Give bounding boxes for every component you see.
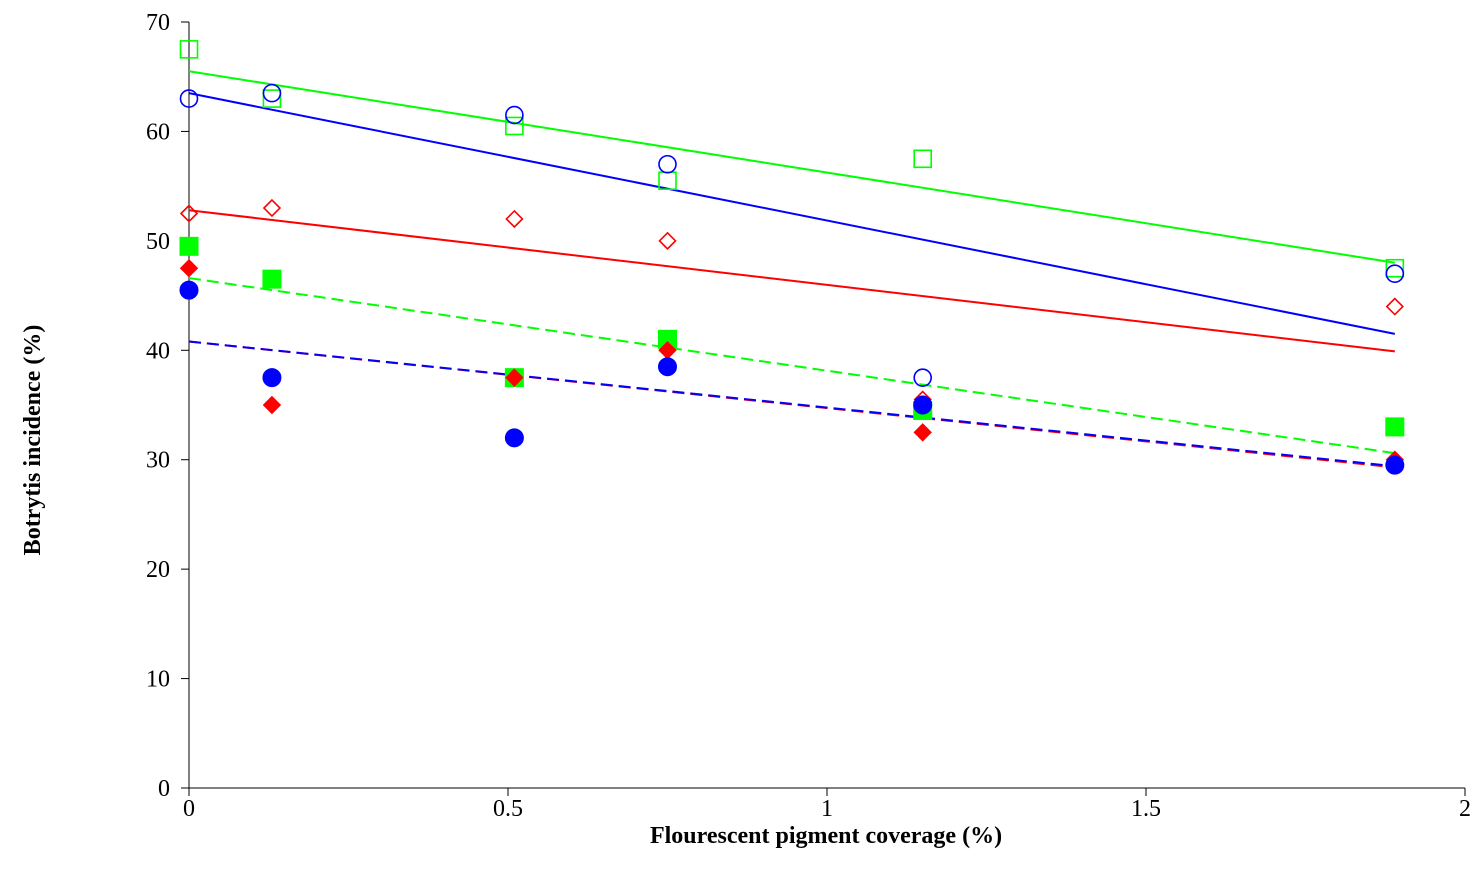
x-tick-label: 0.5 xyxy=(493,796,523,822)
x-tick-label: 2 xyxy=(1459,796,1471,822)
y-tick-label: 60 xyxy=(146,119,170,145)
point-open-square xyxy=(262,89,282,108)
y-axis-ticks: 0 10 20 30 40 50 60 70 xyxy=(146,10,189,802)
point-open-diamond xyxy=(262,198,282,218)
axes: 0 10 20 30 40 50 60 70 0 0.5 1 1.5 2 xyxy=(146,10,1471,822)
point-filled-diamond xyxy=(505,368,524,387)
point-open-circle xyxy=(913,368,933,387)
point-filled-circle xyxy=(504,428,524,448)
point-open-square xyxy=(179,40,199,59)
point-open-circle xyxy=(1385,264,1405,283)
point-open-circle xyxy=(262,83,282,103)
point-filled-circle xyxy=(658,357,677,377)
point-open-square xyxy=(505,116,524,136)
x-tick-label: 1.5 xyxy=(1131,796,1161,822)
point-open-circle xyxy=(658,154,677,174)
point-open-square xyxy=(1385,258,1405,278)
y-axis-title: Botrytis incidence (%) xyxy=(20,325,46,556)
point-open-diamond xyxy=(1385,297,1404,316)
x-tick-label: 1 xyxy=(821,796,833,822)
y-tick-label: 30 xyxy=(146,448,170,474)
trendlines xyxy=(188,70,1396,469)
point-filled-square xyxy=(262,269,282,289)
point-open-circle xyxy=(179,89,199,108)
y-tick-label: 50 xyxy=(146,229,170,255)
point-open-diamond xyxy=(658,231,677,250)
data-points xyxy=(179,40,1405,475)
trendline-filled-square xyxy=(188,277,1395,455)
point-open-diamond xyxy=(505,209,524,229)
x-tick-label: 0 xyxy=(183,796,195,822)
point-filled-diamond xyxy=(913,423,932,442)
x-axis-ticks: 0 0.5 1 1.5 2 xyxy=(183,788,1471,822)
y-tick-label: 0 xyxy=(158,776,170,802)
trendline-filled-circle xyxy=(188,340,1395,468)
point-filled-diamond xyxy=(262,395,282,415)
trendline-open-square xyxy=(188,70,1395,264)
y-tick-label: 70 xyxy=(146,10,170,36)
point-filled-circle xyxy=(262,368,282,388)
trendline-open-circle xyxy=(188,92,1396,335)
x-axis-title: Flourescent pigment coverage (%) xyxy=(650,823,1002,849)
trendline-open-diamond xyxy=(188,209,1395,353)
y-tick-label: 20 xyxy=(146,557,170,583)
point-open-circle xyxy=(505,105,524,125)
point-open-diamond xyxy=(179,204,199,223)
point-filled-circle xyxy=(179,280,199,300)
y-tick-label: 10 xyxy=(146,667,170,693)
point-filled-circle xyxy=(913,395,933,415)
point-open-square xyxy=(913,149,933,169)
point-filled-diamond xyxy=(179,259,199,278)
y-tick-label: 40 xyxy=(146,338,170,364)
point-filled-square xyxy=(179,236,199,256)
point-filled-square xyxy=(1385,417,1405,437)
point-filled-circle xyxy=(1385,455,1405,475)
